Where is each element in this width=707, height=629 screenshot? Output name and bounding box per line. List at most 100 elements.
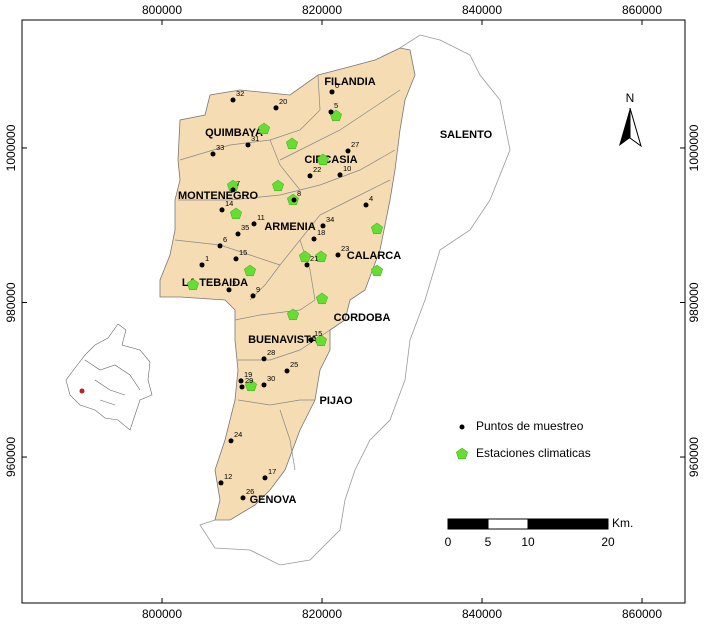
region-label: ARMENIA <box>264 221 315 233</box>
inner-lines <box>84 359 141 406</box>
sample-point <box>308 337 314 343</box>
sample-point <box>233 256 239 262</box>
point-label: 21 <box>310 254 318 263</box>
sample-point <box>261 382 267 388</box>
point-label: 28 <box>267 348 275 357</box>
sample-point <box>235 231 241 237</box>
x-tick-label: 820000 <box>302 3 342 17</box>
point-label: 34 <box>326 215 334 224</box>
boundary <box>238 329 331 361</box>
region-label: LA TEBAIDA <box>182 277 248 289</box>
station-marker <box>371 222 383 235</box>
y-tick-label: 960000 <box>4 437 18 477</box>
sample-point <box>337 172 343 178</box>
y-tick-label: 960000 <box>687 437 701 477</box>
sample-point <box>251 221 257 227</box>
scale-label: 0 <box>445 535 452 549</box>
region-label: MONTENEGRO <box>178 190 259 202</box>
sample-point <box>345 148 351 154</box>
station-marker <box>315 250 327 263</box>
sample-point <box>262 475 268 481</box>
sample-point <box>291 197 297 203</box>
sample-point <box>230 97 236 103</box>
region-label: QUIMBAYA <box>205 127 263 139</box>
point-label: 27 <box>351 140 359 149</box>
x-tick-label: 800000 <box>142 3 182 17</box>
sample-point <box>210 151 216 157</box>
arrow-half <box>629 107 642 148</box>
scale-label: 10 <box>521 535 535 549</box>
sample-point <box>329 89 335 95</box>
boundary <box>174 239 281 266</box>
north-arrow: N <box>619 91 642 148</box>
point-label: 15 <box>314 329 322 338</box>
station-marker <box>244 264 256 277</box>
sample-point <box>304 262 310 268</box>
sample-point <box>245 142 251 148</box>
x-tick-label: 860000 <box>622 607 662 621</box>
station-marker <box>245 379 257 392</box>
point-label: 0 <box>335 81 339 90</box>
region-label: FILANDIA <box>324 76 375 88</box>
sample-point <box>228 438 234 444</box>
point-label: 31 <box>251 134 259 143</box>
region-label: PIJAO <box>319 395 352 407</box>
sample-point <box>199 262 205 268</box>
legend-station-symbol <box>456 447 468 460</box>
point-label: 17 <box>268 467 276 476</box>
boundary <box>179 74 321 161</box>
point-label: 11 <box>257 213 265 222</box>
department-area <box>159 47 416 521</box>
x-tick-label: 840000 <box>462 607 502 621</box>
sample-point <box>238 378 244 384</box>
point-label: 15 <box>239 248 247 257</box>
y-tick-label: 980000 <box>687 282 701 322</box>
scale-label: 20 <box>601 535 615 549</box>
y-tick-label: 980000 <box>4 282 18 322</box>
station-marker <box>187 278 199 291</box>
point-label: 25 <box>290 360 298 369</box>
y-tick-label: 1000000 <box>687 124 701 171</box>
station-marker <box>315 334 327 347</box>
station-marker <box>287 308 299 321</box>
sample-point <box>261 356 267 362</box>
point-label: 12 <box>224 472 232 481</box>
region-label: BUENAVISTA <box>248 334 318 346</box>
point-label: 1 <box>205 254 209 263</box>
scale-label: 5 <box>485 535 492 549</box>
point-label: 14 <box>225 199 233 208</box>
station-marker <box>317 153 329 166</box>
point-label: 9 <box>256 285 260 294</box>
station-marker <box>272 179 284 192</box>
sample-point <box>240 495 246 501</box>
point-label: 32 <box>236 89 244 98</box>
north-label: N <box>626 91 635 105</box>
sample-point <box>311 236 317 242</box>
point-label: 6 <box>223 235 227 244</box>
boundary <box>279 89 401 161</box>
point-label: 30 <box>267 374 275 383</box>
boundary <box>237 399 315 406</box>
scale-segment <box>447 518 489 530</box>
station-marker <box>371 264 383 277</box>
region-label: CALARCA <box>347 250 401 262</box>
point-label: 20 <box>279 97 287 106</box>
x-tick-label: 800000 <box>142 607 182 621</box>
sample-point <box>363 202 369 208</box>
scale-segment <box>527 518 609 530</box>
outer-boundary <box>199 34 511 566</box>
region-label: GENOVA <box>250 494 297 506</box>
point-label: 8 <box>297 189 301 198</box>
point-label: 7 <box>236 179 240 188</box>
boundary <box>279 409 296 471</box>
sample-point <box>218 480 224 486</box>
station-marker <box>299 250 311 263</box>
scale-unit: Km. <box>612 516 633 530</box>
point-label: 33 <box>216 143 224 152</box>
sample-point <box>230 187 236 193</box>
sample-point <box>217 243 223 249</box>
sample-point <box>335 252 341 258</box>
inset-map <box>65 323 153 431</box>
station-marker <box>286 137 298 150</box>
